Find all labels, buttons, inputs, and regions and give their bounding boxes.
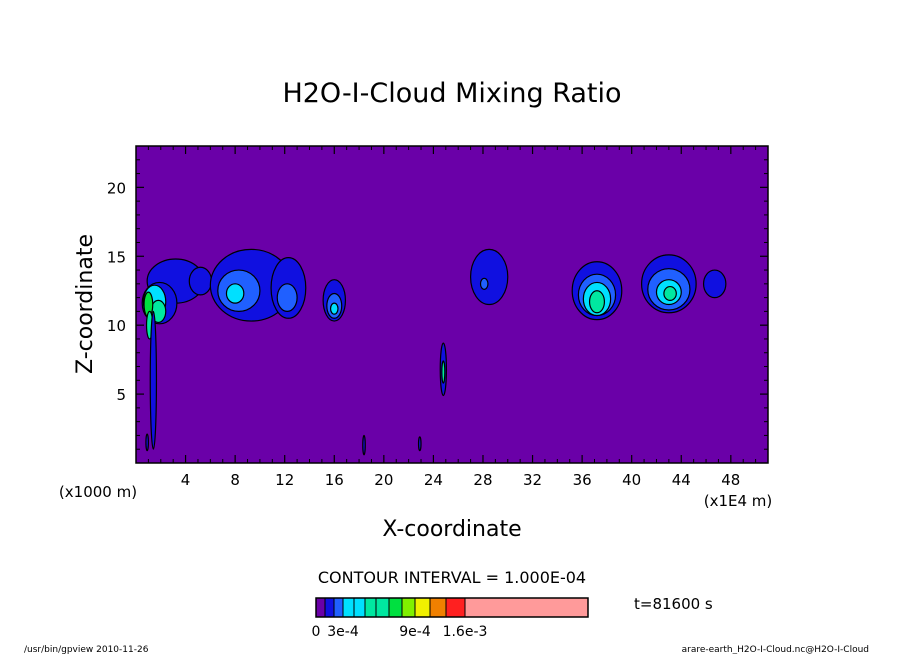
colorbar-swatch [414,597,431,618]
colorbar-label: 3e-4 [327,624,359,640]
colorbar-swatch [429,597,447,618]
x-scale-label: (x1E4 m) [704,492,773,510]
x-tick-label: 44 [672,471,691,489]
colorbar-swatch [342,597,355,618]
colorbar-swatch [324,597,335,618]
contour-region [276,283,298,312]
y-tick-label: 15 [107,248,126,266]
x-axis-label: X-coordinate [382,517,521,542]
footer-left: /usr/bin/gpview 2010-11-26 [24,645,149,654]
y-axis: 5 10 15 20 [107,159,768,450]
contour-region [188,266,213,296]
contour-region [469,248,509,306]
plot-area [135,145,769,464]
x-tick-label: 40 [622,471,641,489]
x-unit-label: (x1000 m) [59,483,137,501]
colorbar-swatch [445,597,466,618]
contour-region [145,433,149,452]
colorbar-swatch [353,597,366,618]
colorbar-swatch [401,597,416,618]
contour-region [479,277,489,290]
colorbar-swatch [364,597,377,618]
colorbar-label: 9e-4 [399,624,431,640]
contour-region [663,285,677,301]
contour-region [417,436,422,452]
contour-region [225,283,245,304]
colorbar-swatch [375,597,390,618]
x-tick-label: 24 [424,471,443,489]
y-tick-label: 5 [116,386,126,404]
x-tick-label: 28 [473,471,492,489]
x-tick-label: 36 [573,471,592,489]
colorbar-swatch [333,597,344,618]
x-tick-label: 8 [230,471,240,489]
contour-region [362,434,366,456]
colorbar-swatch [464,597,589,618]
chart-title: H2O-I-Cloud Mixing Ratio [282,78,621,109]
contour-region [702,269,727,299]
contour-region [588,290,606,314]
x-tick-label: 12 [275,471,294,489]
contour-region [441,360,446,384]
colorbar [315,597,589,618]
x-tick-label: 48 [721,471,740,489]
colorbar-labels: 0 3e-4 9e-4 1.6e-3 [312,624,488,640]
x-tick-label: 32 [523,471,542,489]
colorbar-frame [315,597,589,618]
contour-region [149,310,158,450]
y-axis-label: Z-coordinate [73,234,98,374]
x-axis: 4 8 12 16 20 24 28 32 36 40 44 48 [147,146,757,489]
contour-region [329,302,339,315]
contour-interval-label: CONTOUR INTERVAL = 1.000E-04 [318,568,586,587]
x-tick-label: 4 [181,471,191,489]
colorbar-label: 1.6e-3 [443,624,488,640]
y-tick-label: 10 [107,317,126,335]
colorbar-swatch [388,597,403,618]
footer-right: arare-earth_H2O-I-Cloud.nc@H2O-I-Cloud [682,645,869,654]
plot-frame [135,145,769,464]
x-tick-label: 16 [325,471,344,489]
x-tick-label: 20 [374,471,393,489]
time-label: t=81600 s [634,595,713,613]
colorbar-label: 0 [312,624,321,640]
colorbar-swatch [315,597,326,618]
y-tick-label: 20 [107,179,126,197]
